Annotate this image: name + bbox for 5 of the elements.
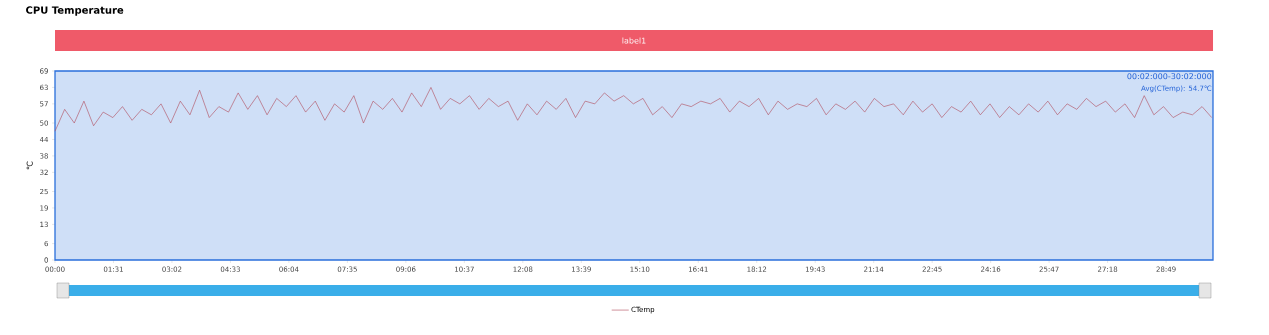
chart-title: CPU Temperature <box>26 6 124 16</box>
line-series <box>54 87 1213 132</box>
annotation: 00:02:000-30:02:000 <box>1127 73 1212 80</box>
y-axis-title: ℃ <box>26 161 33 170</box>
text: label1 <box>622 37 646 44</box>
